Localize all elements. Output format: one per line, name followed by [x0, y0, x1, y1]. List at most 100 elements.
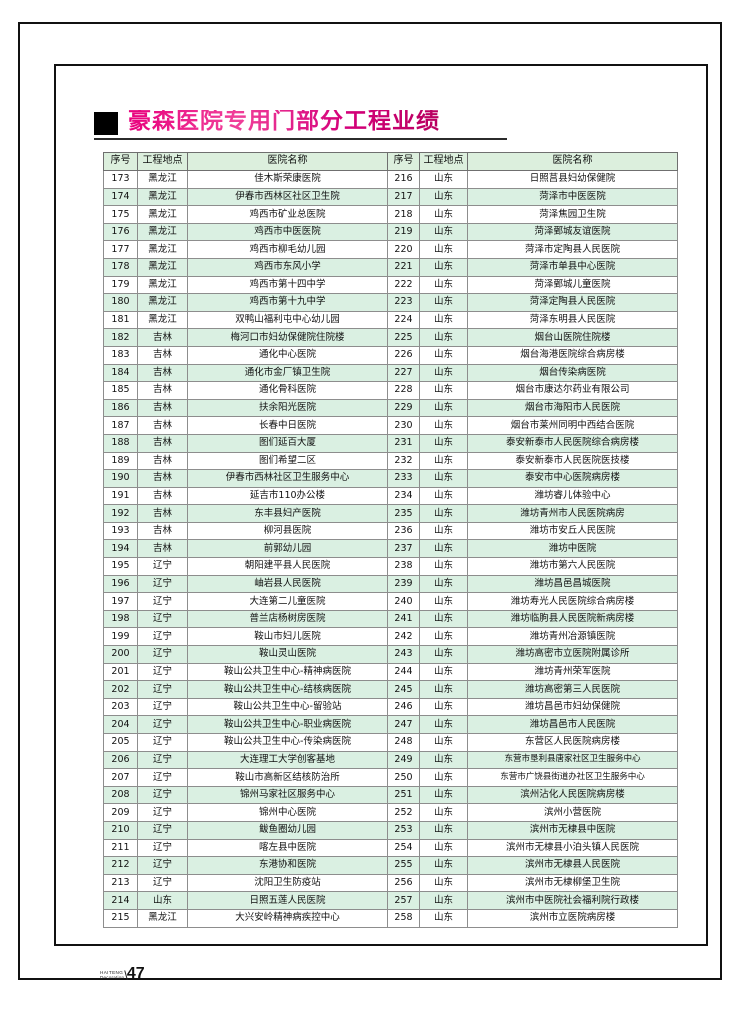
- cell-loc-right: 山东: [419, 680, 468, 699]
- cell-no-left: 201: [103, 662, 138, 682]
- cell-name-left: 伊春市西林社区卫生服务中心: [187, 469, 388, 488]
- table-row: 189 吉林 图们希望二区 232 山东 泰安新泰市人民医院医技楼: [103, 451, 678, 471]
- table-row: 197 辽宁 大连第二儿童医院 240 山东 潍坊寿光人民医院综合病房楼: [103, 592, 678, 611]
- logo-slash-mark: \: [124, 968, 128, 983]
- cell-loc-left: 辽宁: [137, 768, 188, 787]
- cell-loc-right: 山东: [419, 592, 468, 611]
- page-footer: HAITENG Decoration \ 47: [100, 966, 145, 984]
- cell-no-right: 225: [387, 328, 420, 347]
- cell-loc-left: 辽宁: [137, 873, 188, 893]
- cell-name-right: 滨州小营医院: [467, 803, 678, 822]
- cell-no-left: 186: [103, 398, 138, 418]
- cell-name-left: 大连第二儿童医院: [187, 592, 388, 611]
- cell-no-left: 202: [103, 680, 138, 699]
- table-row: 194 吉林 前郭幼儿园 237 山东 潍坊中医院: [103, 539, 678, 559]
- cell-no-right: 245: [387, 680, 420, 699]
- cell-no-left: 200: [103, 645, 138, 664]
- cell-name-right: 菏泽鄄城友谊医院: [467, 222, 678, 242]
- table-row: 177 黑龙江 鸡西市柳毛幼儿园 220 山东 菏泽市定陶县人民医院: [103, 240, 678, 259]
- cell-name-left: 鸡西市矿业总医院: [187, 205, 388, 224]
- cell-name-left: 图们希望二区: [187, 451, 388, 471]
- table-row: 199 辽宁 鞍山市妇儿医院 242 山东 潍坊青州冶源镇医院: [103, 627, 678, 647]
- cell-no-right: 232: [387, 451, 420, 471]
- cell-name-right: 烟台传染病医院: [467, 363, 678, 383]
- cell-no-left: 210: [103, 820, 138, 840]
- cell-name-right: 潍坊高密第三人民医院: [467, 680, 678, 699]
- col-header-no-left: 序号: [103, 152, 138, 171]
- cell-no-right: 246: [387, 697, 420, 717]
- table-row: 186 吉林 扶余阳光医院 229 山东 烟台市海阳市人民医院: [103, 398, 678, 418]
- cell-name-right: 烟台市莱州同明中西结合医院: [467, 416, 678, 435]
- cell-name-left: 鸡西市东风小学: [187, 257, 388, 277]
- cell-name-right: 滨州市无棣柳堡卫生院: [467, 873, 678, 893]
- cell-no-left: 195: [103, 557, 138, 576]
- cell-loc-right: 山东: [419, 257, 468, 277]
- cell-name-right: 泰安新泰市人民医院医技楼: [467, 451, 678, 471]
- cell-name-left: 日照五莲人民医院: [187, 891, 388, 910]
- cell-name-right: 潍坊寿光人民医院综合病房楼: [467, 592, 678, 611]
- cell-name-left: 鞍山公共卫生中心-职业病医院: [187, 715, 388, 734]
- col-header-name-left: 医院名称: [187, 152, 388, 171]
- cell-name-right: 烟台海港医院综合病房楼: [467, 345, 678, 365]
- cell-no-left: 213: [103, 873, 138, 893]
- cell-name-right: 滨州市立医院病房楼: [467, 908, 678, 928]
- cell-no-left: 192: [103, 504, 138, 523]
- cell-no-left: 187: [103, 416, 138, 435]
- cell-name-right: 潍坊中医院: [467, 539, 678, 559]
- cell-no-left: 206: [103, 750, 138, 770]
- cell-loc-left: 山东: [137, 891, 188, 910]
- cell-no-left: 184: [103, 363, 138, 383]
- cell-loc-left: 辽宁: [137, 733, 188, 752]
- cell-loc-left: 吉林: [137, 328, 188, 347]
- cell-name-right: 潍坊青州冶源镇医院: [467, 627, 678, 647]
- logo-line-1: HAITENG: [100, 970, 124, 976]
- cell-no-right: 230: [387, 416, 420, 435]
- table-row: 191 吉林 延吉市110办公楼 234 山东 潍坊睿儿体验中心: [103, 486, 678, 506]
- cell-loc-right: 山东: [419, 715, 468, 734]
- cell-no-left: 185: [103, 381, 138, 400]
- cell-loc-left: 吉林: [137, 539, 188, 559]
- cell-loc-left: 辽宁: [137, 557, 188, 576]
- cell-no-right: 216: [387, 170, 420, 189]
- cell-name-left: 锦州马家社区服务中心: [187, 785, 388, 805]
- table-row: 211 辽宁 喀左县中医院 254 山东 滨州市无棣县小泊头镇人民医院: [103, 838, 678, 858]
- cell-loc-left: 黑龙江: [137, 222, 188, 242]
- cell-no-right: 251: [387, 785, 420, 805]
- cell-name-left: 鞍山公共卫生中心-留验站: [187, 697, 388, 717]
- cell-no-left: 199: [103, 627, 138, 647]
- cell-name-right: 菏泽定陶县人民医院: [467, 293, 678, 312]
- cell-loc-right: 山东: [419, 381, 468, 400]
- cell-no-right: 240: [387, 592, 420, 611]
- cell-loc-right: 山东: [419, 328, 468, 347]
- cell-no-right: 218: [387, 205, 420, 224]
- cell-name-left: 鲅鱼圈幼儿园: [187, 820, 388, 840]
- table-row: 208 辽宁 锦州马家社区服务中心 251 山东 滨州沾化人民医院病房楼: [103, 785, 678, 805]
- cell-name-right: 日照莒县妇幼保健院: [467, 170, 678, 189]
- cell-name-left: 鸡西市第十四中学: [187, 275, 388, 295]
- table-row: 179 黑龙江 鸡西市第十四中学 222 山东 菏泽鄄城儿童医院: [103, 275, 678, 295]
- table-row: 203 辽宁 鞍山公共卫生中心-留验站 246 山东 潍坊昌邑市妇幼保健院: [103, 697, 678, 717]
- cell-no-right: 224: [387, 310, 420, 330]
- table-row: 215 黑龙江 大兴安岭精神病疾控中心 258 山东 滨州市立医院病房楼: [103, 908, 678, 928]
- cell-loc-right: 山东: [419, 205, 468, 224]
- cell-name-right: 潍坊市安丘人民医院: [467, 521, 678, 541]
- cell-no-right: 256: [387, 873, 420, 893]
- cell-name-left: 东港协和医院: [187, 856, 388, 875]
- cell-loc-right: 山东: [419, 293, 468, 312]
- cell-name-left: 鞍山公共卫生中心-结核病医院: [187, 680, 388, 699]
- page-title: 豪森医院专用门部分工程业绩: [128, 108, 440, 134]
- cell-no-right: 243: [387, 645, 420, 664]
- cell-no-left: 215: [103, 908, 138, 928]
- cell-no-right: 250: [387, 768, 420, 787]
- table-row: 196 辽宁 岫岩县人民医院 239 山东 潍坊昌邑昌城医院: [103, 574, 678, 594]
- table-row: 176 黑龙江 鸡西市中医医院 219 山东 菏泽鄄城友谊医院: [103, 222, 678, 242]
- cell-name-right: 潍坊青州市人民医院病房: [467, 504, 678, 523]
- cell-no-left: 190: [103, 469, 138, 488]
- cell-no-left: 177: [103, 240, 138, 259]
- cell-no-left: 188: [103, 433, 138, 453]
- cell-loc-left: 吉林: [137, 416, 188, 435]
- table-row: 181 黑龙江 双鸭山福利屯中心幼儿园 224 山东 菏泽东明县人民医院: [103, 310, 678, 330]
- cell-no-left: 214: [103, 891, 138, 910]
- cell-name-left: 鞍山市妇儿医院: [187, 627, 388, 647]
- cell-no-left: 176: [103, 222, 138, 242]
